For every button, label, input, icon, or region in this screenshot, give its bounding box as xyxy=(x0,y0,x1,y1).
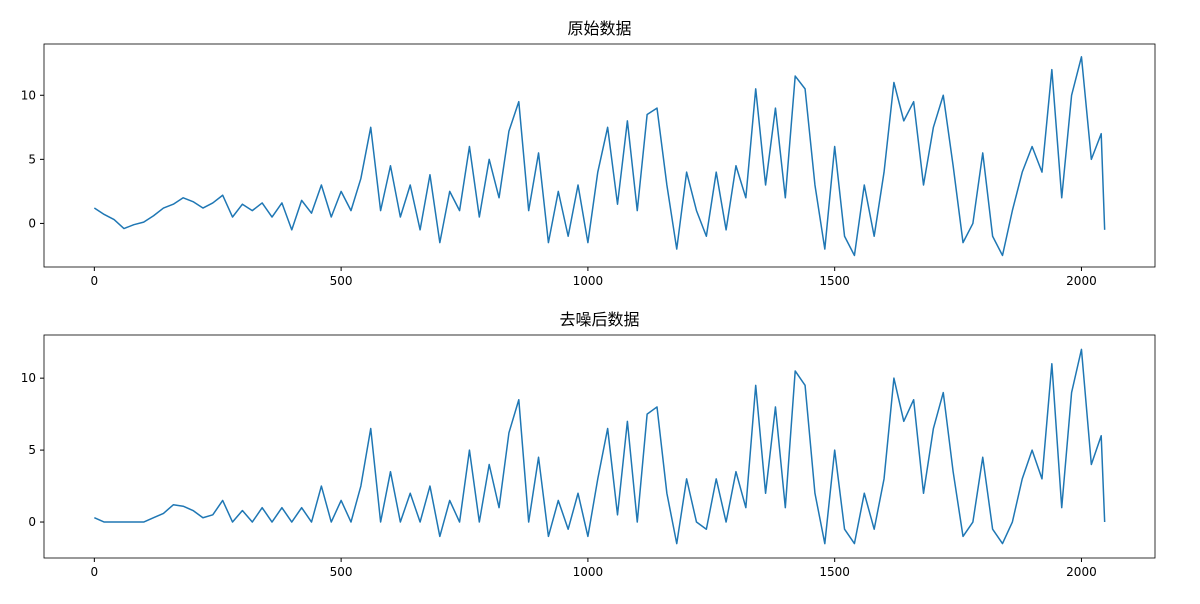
x-tick-label: 0 xyxy=(91,565,99,579)
axes-frame xyxy=(43,43,1156,268)
y-tick-label: 10 xyxy=(21,88,36,102)
x-tick-label: 1500 xyxy=(819,274,850,288)
x-tick-label: 1000 xyxy=(573,274,604,288)
x-tick-label: 500 xyxy=(330,565,353,579)
x-tick-label: 2000 xyxy=(1066,565,1097,579)
axes-frame xyxy=(43,334,1156,559)
data-line xyxy=(94,348,1106,545)
x-tick-label: 500 xyxy=(330,274,353,288)
y-tick-label: 0 xyxy=(28,515,36,529)
y-tick-label: 0 xyxy=(28,216,36,230)
y-tick-label: 10 xyxy=(21,371,36,385)
y-tick-label: 5 xyxy=(28,152,36,166)
chart-title: 去噪后数据 xyxy=(559,310,639,329)
x-tick-label: 1000 xyxy=(573,565,604,579)
y-tick-label: 5 xyxy=(28,443,36,457)
x-tick-label: 1500 xyxy=(819,565,850,579)
chart-title: 原始数据 xyxy=(567,19,631,38)
x-tick-label: 2000 xyxy=(1066,274,1097,288)
data-line xyxy=(93,56,1106,257)
x-tick-label: 0 xyxy=(91,274,99,288)
